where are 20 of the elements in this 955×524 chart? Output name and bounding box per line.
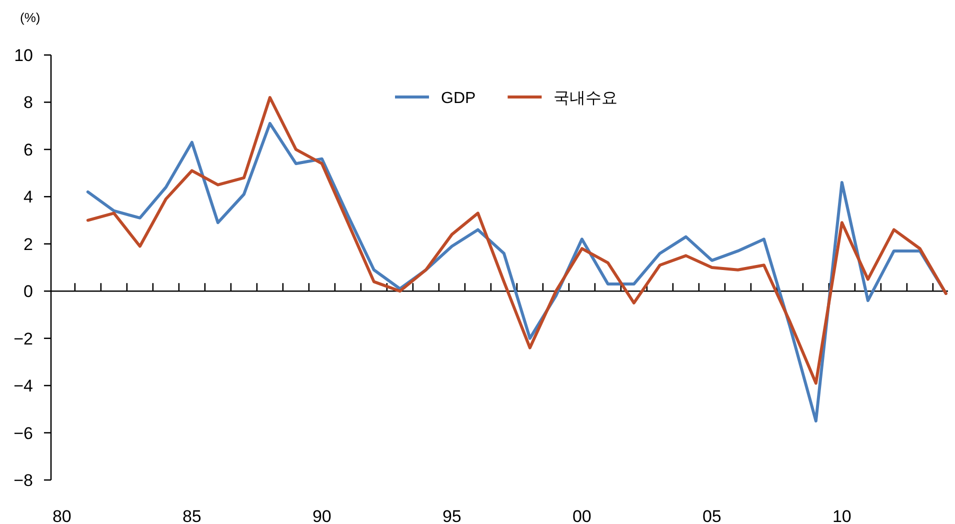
x-tick-label: 80 — [52, 507, 72, 524]
y-tick-label: −8 — [14, 471, 33, 490]
legend-label: GDP — [441, 90, 476, 107]
y-tick-label: −6 — [14, 424, 33, 443]
y-axis-title: (%) — [20, 10, 40, 25]
x-tick-label: 10 — [832, 507, 852, 524]
y-tick-label: 10 — [14, 46, 33, 65]
x-tick-label: 90 — [312, 507, 332, 524]
y-tick-label: 8 — [24, 93, 33, 112]
y-tick-label: −4 — [14, 376, 33, 396]
y-tick-label: 2 — [24, 234, 33, 254]
y-tick-label: 0 — [24, 282, 33, 302]
y-tick-label: 4 — [24, 188, 33, 207]
y-tick-label: 6 — [24, 140, 33, 160]
x-tick-label: 00 — [572, 507, 592, 524]
x-tick-label: 85 — [182, 507, 202, 524]
x-tick-label: 05 — [702, 507, 722, 524]
y-tick-label: −2 — [14, 329, 33, 348]
legend-label: 국내수요 — [554, 90, 618, 107]
x-tick-label: 95 — [442, 507, 462, 524]
